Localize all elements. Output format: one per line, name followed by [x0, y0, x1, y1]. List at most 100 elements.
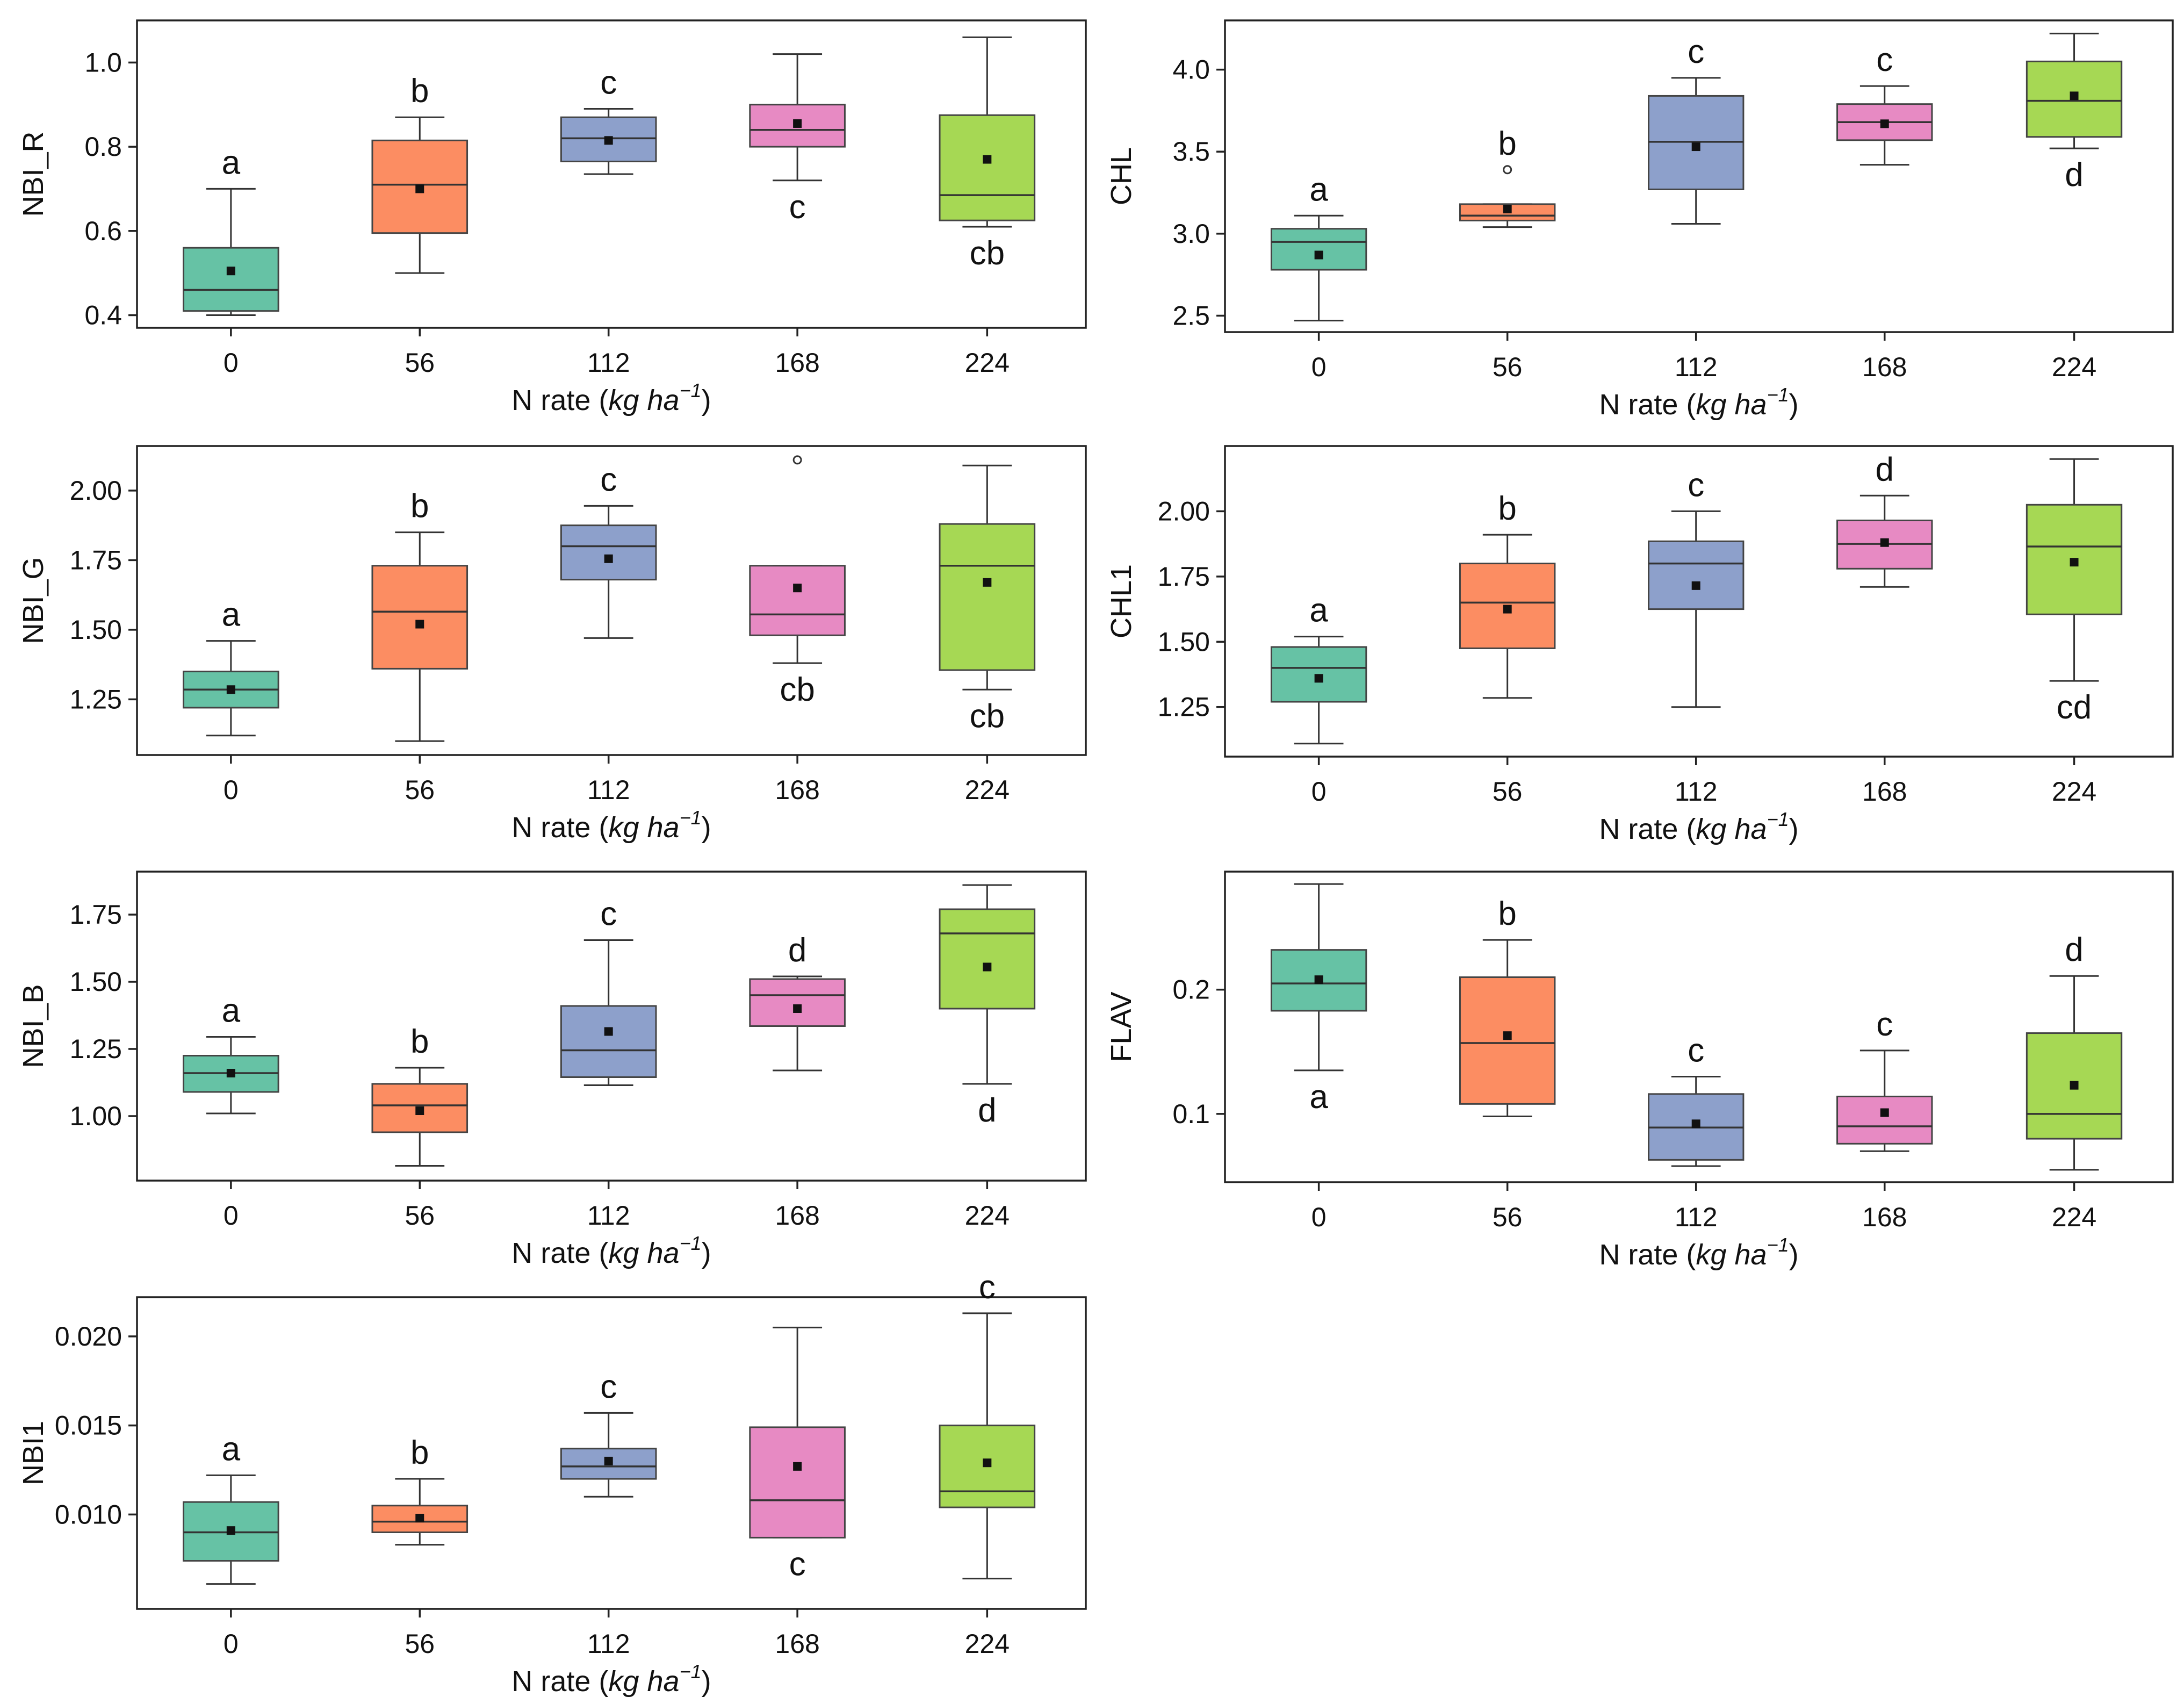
mean-marker — [226, 1526, 235, 1535]
significance-letter: c — [979, 1269, 996, 1306]
box-iqr — [1270, 228, 1367, 271]
y-axis-title: NBI1 — [17, 1421, 49, 1485]
x-axis-title-exponent: −1 — [1767, 384, 1789, 406]
significance-letter: b — [410, 1434, 429, 1471]
x-axis-title: N rate (kg ha−1) — [1599, 808, 1798, 845]
significance-letter: c — [600, 461, 617, 498]
x-axis-title-unit: kg ha — [1696, 389, 1767, 421]
y-tick-label: 2.00 — [1158, 496, 1210, 526]
x-tick-label: 224 — [965, 775, 1010, 805]
x-tick-label: 168 — [1862, 776, 1907, 807]
x-axis-title: N rate (kg ha−1) — [511, 379, 711, 416]
y-tick-label: 0.010 — [55, 1499, 122, 1529]
significance-letter: a — [222, 144, 241, 181]
mean-marker — [793, 584, 802, 593]
mean-marker — [604, 1027, 613, 1036]
box-group-168: cb — [749, 455, 846, 708]
panel-chl1: 1.25 1.50 1.75 2.00 CHL1 0 56 112 168 224 N rate (… — [1105, 445, 2174, 845]
x-tick-label: 168 — [775, 348, 819, 378]
box-group-0: a — [183, 993, 279, 1115]
significance-letter: c — [789, 189, 806, 226]
x-tick-label: 168 — [1862, 1202, 1907, 1232]
y-axis-title: CHL1 — [1105, 564, 1137, 638]
y-tick-label: 1.50 — [70, 967, 122, 997]
outlier-point — [1503, 165, 1512, 175]
significance-letter: c — [1688, 33, 1704, 70]
y-tick-label: 2.00 — [70, 476, 122, 506]
mean-marker — [226, 267, 235, 276]
x-axis-title-prefix: N rate ( — [511, 1665, 608, 1698]
mean-marker — [1691, 142, 1700, 152]
x-axis-title-exponent: −1 — [680, 379, 702, 401]
significance-letter: d — [788, 932, 806, 969]
plot-frame — [1224, 871, 2174, 1183]
y-tick-label: 3.5 — [1172, 136, 1210, 167]
box-group-112: c — [1648, 1032, 1745, 1167]
mean-marker — [983, 962, 992, 972]
significance-letter: c — [1876, 41, 1893, 78]
box-iqr — [371, 565, 468, 670]
plot-frame — [1224, 19, 2174, 333]
x-tick-label: 56 — [1493, 776, 1523, 807]
significance-letter: a — [1309, 1079, 1328, 1116]
y-tick-label: 1.50 — [70, 615, 122, 645]
box-iqr — [939, 114, 1036, 221]
x-tick-label: 112 — [587, 775, 630, 805]
x-tick-label: 0 — [224, 775, 239, 805]
box-group-112: c — [560, 461, 657, 639]
panel-nbi_r: 0.4 0.6 0.8 1.0 NBI_R 0 56 112 168 224 N rate (kg … — [17, 19, 1087, 416]
y-tick-label: 0.6 — [84, 216, 122, 246]
box-iqr — [1836, 1095, 1933, 1145]
x-axis-title: N rate (kg ha−1) — [1599, 1234, 1798, 1271]
x-axis-title-exponent: −1 — [680, 1660, 702, 1683]
mean-marker — [415, 620, 424, 629]
plot-frame — [136, 445, 1087, 756]
x-tick-label: 56 — [1493, 1202, 1523, 1232]
x-axis-title-suffix: ) — [702, 1665, 711, 1698]
y-axis-title: NBI_B — [17, 984, 49, 1068]
x-tick-label: 112 — [1675, 352, 1718, 382]
mean-marker — [1880, 119, 1889, 128]
mean-marker — [2070, 1081, 2079, 1090]
y-tick-label: 3.0 — [1172, 219, 1210, 249]
box-iqr — [939, 523, 1036, 671]
box-group-56: b — [1459, 895, 1556, 1117]
y-tick-label: 1.75 — [1158, 562, 1210, 592]
x-tick-label: 0 — [1311, 776, 1327, 807]
y-tick-label: 1.0 — [84, 47, 122, 77]
y-tick-label: 2.5 — [1172, 300, 1210, 330]
box-group-0: a — [183, 596, 279, 737]
box-group-168: d — [749, 932, 846, 1072]
box-group-168: c — [749, 1326, 846, 1583]
box-group-168: c — [749, 53, 846, 226]
x-tick-label: 112 — [587, 1629, 630, 1659]
y-axis-title: NBI_G — [17, 557, 49, 644]
mean-marker — [604, 136, 613, 145]
significance-letter: b — [410, 488, 429, 525]
y-tick-label: 1.25 — [70, 684, 122, 714]
mean-marker — [1503, 605, 1512, 614]
box-group-224: cb — [939, 464, 1036, 735]
x-tick-label: 0 — [1311, 1202, 1327, 1232]
y-tick-label: 0.1 — [1172, 1099, 1210, 1129]
mean-marker — [226, 1069, 235, 1077]
mean-marker — [415, 1106, 424, 1115]
mean-marker — [793, 119, 802, 128]
significance-letter: c — [1876, 1006, 1893, 1043]
box-iqr — [1648, 540, 1745, 610]
significance-letter: c — [789, 1545, 806, 1583]
significance-letter: d — [2065, 931, 2083, 968]
x-tick-label: 56 — [405, 1200, 435, 1231]
x-tick-label: 224 — [2052, 1202, 2096, 1232]
x-axis-title-prefix: N rate ( — [1599, 1239, 1696, 1271]
x-axis-title-suffix: ) — [702, 384, 711, 416]
y-tick-label: 0.2 — [1172, 975, 1210, 1005]
x-tick-label: 0 — [224, 1629, 239, 1659]
x-tick-label: 224 — [2052, 776, 2096, 807]
panel-flav: 0.1 0.2 FLAV 0 56 112 168 224 N rate (kg ha−1) a b… — [1105, 871, 2174, 1271]
significance-letter: d — [1876, 451, 1894, 488]
x-tick-label: 224 — [2052, 352, 2096, 382]
y-axis-title: NBI_R — [17, 131, 49, 217]
y-tick-label: 0.4 — [84, 300, 122, 330]
significance-letter: b — [1498, 895, 1516, 932]
